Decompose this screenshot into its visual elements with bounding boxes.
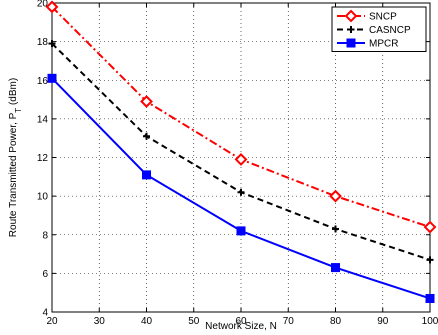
x-tick-label: 30 (94, 316, 106, 327)
series-mpcr (47, 73, 435, 303)
y-tick-label: 16 (37, 76, 49, 87)
data-point-casncp (426, 256, 434, 264)
legend-marker-sncp (344, 9, 358, 23)
y-axis-label: Route Transmitted Power, PT (dBm) (8, 78, 23, 237)
legend-label-sncp: SNCP (369, 12, 397, 23)
data-point-casncp (48, 40, 56, 48)
y-axis-label-unit: (dBm) (8, 78, 19, 108)
y-tick-label: 18 (37, 37, 49, 48)
data-point-sncp (329, 189, 342, 203)
y-axis-label-main: Route Transmitted Power, P (8, 112, 19, 237)
data-point-casncp (332, 225, 339, 233)
data-point-casncp (237, 188, 245, 196)
data-point-mpcr (236, 226, 246, 236)
x-tick-label: 40 (141, 316, 153, 327)
data-point-casncp (143, 132, 150, 140)
y-tick-label: 4 (42, 308, 48, 319)
y-tick-label: 10 (37, 192, 49, 203)
series-casncp (48, 40, 434, 264)
data-point-sncp (423, 220, 437, 234)
y-tick-label: 6 (42, 269, 48, 280)
legend-marker-mpcr (346, 38, 356, 48)
y-tick-label: 14 (37, 114, 49, 125)
x-tick-label: 90 (377, 316, 389, 327)
data-point-mpcr (142, 170, 151, 180)
x-axis-label: Network Size, N (205, 321, 277, 332)
x-tick-label: 80 (330, 316, 342, 327)
data-point-mpcr (331, 263, 340, 273)
y-tick-label: 12 (37, 153, 49, 164)
data-point-mpcr (425, 293, 435, 303)
x-tick-label: 20 (46, 316, 58, 327)
data-point-sncp (234, 153, 248, 166)
x-tick-label: 70 (283, 316, 295, 327)
y-axis-label-subscript: T (14, 108, 23, 113)
x-tick-label: 100 (422, 316, 438, 327)
data-point-mpcr (47, 73, 57, 83)
legend-label-mpcr: MPCR (369, 39, 398, 50)
y-tick-label: 8 (42, 230, 48, 241)
x-tick-label: 50 (188, 316, 200, 327)
series-layer (45, 0, 437, 303)
legend-marker-casncp (347, 26, 355, 33)
legend-label-casncp: CASNCP (369, 25, 411, 36)
x-tick-label: 60 (235, 316, 247, 327)
data-point-sncp (45, 0, 59, 14)
series-sncp (45, 0, 437, 234)
y-tick-label: 20 (37, 0, 49, 10)
legend: SNCP CASNCP MPCR (331, 6, 427, 52)
data-point-sncp (140, 95, 153, 108)
